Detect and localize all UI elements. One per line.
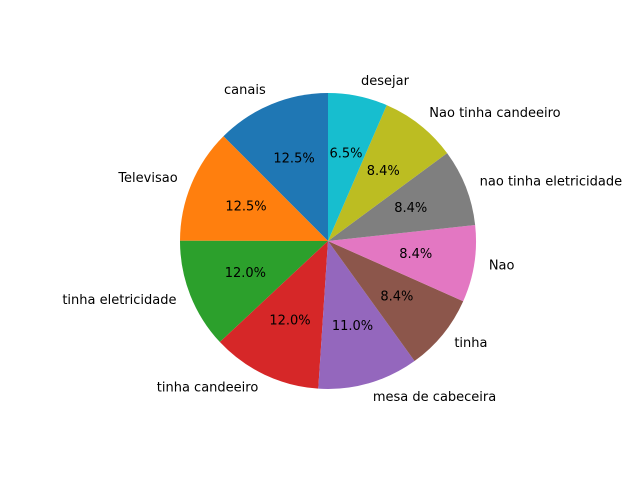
category-label-tinha-candeeiro: tinha candeeiro <box>157 381 259 396</box>
category-label-nao: Nao <box>489 259 515 274</box>
percent-labels-layer: 12.5% 12.5% 12.0% 12.0% 11.0% 8.4% 8.4% 8.4% 8.4… <box>225 147 433 334</box>
category-label-nao-tinha-candeeiro: Nao tinha candeeiro <box>429 106 560 121</box>
percent-label-nao-tinha-candeeiro: 8.4% <box>367 164 400 179</box>
pie-slice-tinha-eletricidade <box>180 240 328 343</box>
pie-slice-nao <box>328 225 476 302</box>
percent-label-mesa-de-cabeceira: 11.0% <box>332 319 373 334</box>
category-label-televisao: Televisao <box>117 171 177 186</box>
percent-label-canais: 12.5% <box>273 151 314 166</box>
pie-slice-canais <box>223 93 328 241</box>
category-labels-layer: canais Televisao tinha eletricidade tinha c… <box>62 74 622 405</box>
percent-label-televisao: 12.5% <box>225 199 266 214</box>
percent-label-tinha-eletricidade: 12.0% <box>225 266 266 281</box>
percent-label-desejar: 6.5% <box>329 147 362 162</box>
pie-slice-tinha <box>328 241 464 362</box>
category-label-nao-tinha-eletricidade: nao tinha eletricidade <box>480 174 622 189</box>
pie-slice-mesa-de-cabeceira <box>318 241 415 390</box>
category-label-mesa-de-cabeceira: mesa de cabeceira <box>373 390 496 405</box>
pie-slice-nao-tinha-eletricidade <box>328 153 476 241</box>
pie-slice-desejar <box>328 93 387 241</box>
percent-label-nao-tinha-eletricidade: 8.4% <box>394 201 427 216</box>
pie-slice-tinha-candeeiro <box>219 241 328 389</box>
category-label-desejar: desejar <box>361 74 410 89</box>
pie-slice-televisao <box>180 136 328 241</box>
percent-label-nao: 8.4% <box>399 247 432 262</box>
category-label-tinha: tinha <box>454 336 487 351</box>
pie-slice-nao-tinha-candeeiro <box>328 105 448 241</box>
percent-label-tinha: 8.4% <box>380 290 413 305</box>
category-label-tinha-eletricidade: tinha eletricidade <box>62 293 176 308</box>
slices-layer <box>180 93 476 390</box>
category-label-canais: canais <box>224 83 266 98</box>
percent-label-tinha-candeeiro: 12.0% <box>269 314 310 329</box>
